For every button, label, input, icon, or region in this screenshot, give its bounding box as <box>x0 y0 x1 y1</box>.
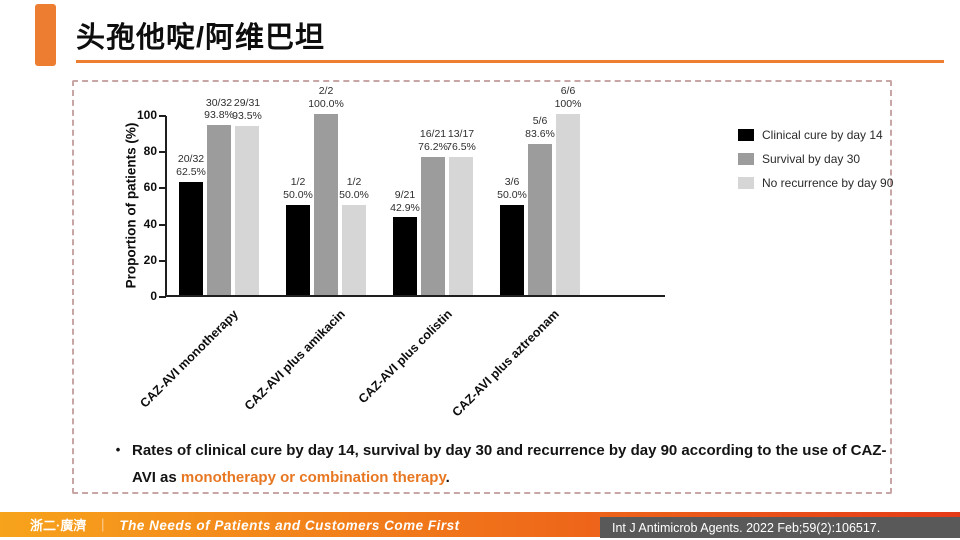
bar-value-label: 13/17 76.5% <box>446 127 476 153</box>
y-tick-mark <box>159 296 166 298</box>
bar-value-label: 5/6 83.6% <box>525 115 555 140</box>
citation-text: Int J Antimicrob Agents. 2022 Feb;59(2):… <box>612 520 881 535</box>
bullet-marker-icon: • <box>115 442 121 457</box>
footer-divider: ｜ <box>96 518 110 533</box>
bar-value-label: 29/31 93.5% <box>232 97 262 122</box>
y-tick-mark <box>159 259 166 262</box>
legend-label: Survival by day 30 <box>762 152 861 166</box>
chart-legend: Clinical cure by day 14 Survival by day 3… <box>738 128 893 200</box>
bar <box>421 157 445 295</box>
legend-swatch <box>738 153 754 165</box>
bar <box>393 217 417 295</box>
y-tick-label: 0 <box>150 289 157 303</box>
y-tick-mark <box>159 115 166 117</box>
footer-org: 浙二·廣濟 <box>30 518 87 533</box>
bullet-text-highlight: monotherapy or combination therapy <box>180 468 446 486</box>
title-underline <box>76 60 944 63</box>
bar <box>179 181 203 295</box>
bar-value-label: 3/6 50.0% <box>497 175 527 201</box>
page-title: 头孢他啶/阿维巴坦 <box>76 22 326 54</box>
bar <box>342 204 366 295</box>
footer-left: 浙二·廣濟 ｜ The Needs of Patients and Customer… <box>30 515 460 534</box>
bullet-text-after: . <box>445 468 450 486</box>
bar-value-label: 6/6 100% <box>554 85 582 111</box>
bar-value-label: 2/2 100.0% <box>308 85 344 111</box>
bar <box>556 114 580 295</box>
legend-swatch <box>738 177 754 189</box>
legend-swatch <box>738 129 754 141</box>
bar-value-label: 16/21 76.2% <box>418 128 448 154</box>
citation-box: Int J Antimicrob Agents. 2022 Feb;59(2):… <box>600 517 960 538</box>
y-tick-label: 20 <box>143 252 157 267</box>
y-tick-label: 80 <box>143 144 157 159</box>
category-label: CAZ-AVI plus colistin <box>355 307 455 407</box>
category-label: CAZ-AVI plus aztreonam <box>449 307 562 420</box>
plot-area: Proportion of patients (%) 0 20 40 60 80 100 2… <box>124 85 665 419</box>
y-tick-label: 40 <box>143 216 157 231</box>
legend-label: No recurrence by day 90 <box>762 176 894 190</box>
y-tick-mark <box>159 187 166 190</box>
legend-row: Survival by day 30 <box>738 152 893 166</box>
title-accent-bar <box>35 4 56 66</box>
y-axis-title: Proportion of patients (%) <box>123 122 139 289</box>
legend-label: Clinical cure by day 14 <box>762 128 883 142</box>
category-label: CAZ-AVI plus amikacin <box>241 307 348 414</box>
bar <box>528 143 552 295</box>
bar <box>314 114 338 295</box>
bar <box>207 125 231 295</box>
bar-value-label: 30/32 93.8% <box>204 96 234 122</box>
y-tick-mark <box>159 223 166 226</box>
bullet-text-before: Rates of clinical cure by day 14, surviv… <box>132 442 887 486</box>
content-panel: Proportion of patients (%) 0 20 40 60 80 100 2… <box>72 80 893 494</box>
bar <box>286 204 310 295</box>
legend-row: No recurrence by day 90 <box>738 176 893 190</box>
bar-value-label: 9/21 42.9% <box>390 188 420 214</box>
bar-value-label: 1/2 50.0% <box>283 175 313 201</box>
bullet-text: Rates of clinical cure by day 14, surviv… <box>132 438 888 491</box>
y-tick-label: 100 <box>136 108 157 122</box>
category-label: CAZ-AVI monotherapy <box>137 307 241 411</box>
bar-value-label: 20/32 62.5% <box>176 153 206 179</box>
legend-row: Clinical cure by day 14 <box>738 128 893 142</box>
bar-value-label: 1/2 50.0% <box>339 175 369 201</box>
bar <box>235 125 259 295</box>
footer-slogan: The Needs of Patients and Customers Come… <box>119 518 460 533</box>
bar <box>449 156 473 295</box>
bar <box>500 204 524 295</box>
y-tick-label: 60 <box>143 180 157 195</box>
bullet-item: • Rates of clinical cure by day 14, surv… <box>104 438 888 491</box>
y-tick-mark <box>159 151 166 154</box>
